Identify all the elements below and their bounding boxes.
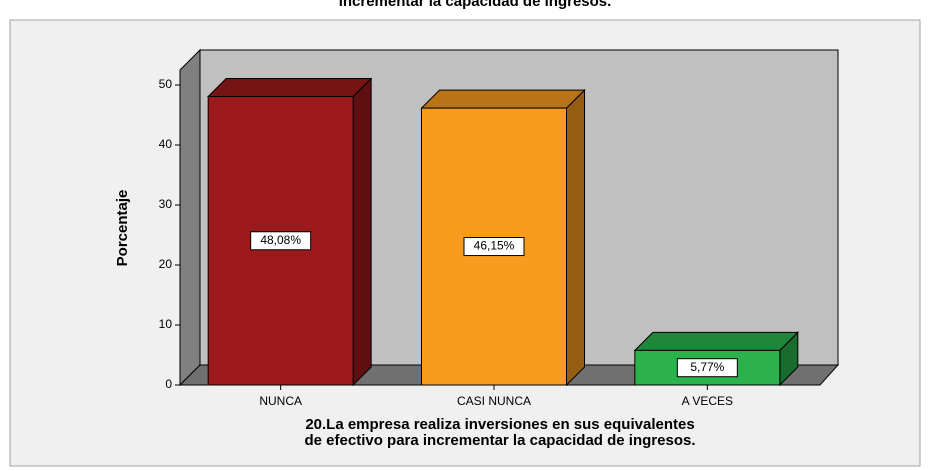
bar-side <box>352 77 372 387</box>
bar-side <box>566 88 585 387</box>
x-axis-label: 20.La empresa realiza inversiones en sus… <box>305 416 694 433</box>
bar-top <box>633 331 800 351</box>
y-tick-label: 10 <box>159 317 173 331</box>
y-axis-label: Porcentaje <box>114 190 131 267</box>
value-label: 48,08% <box>260 233 301 247</box>
bar-top <box>420 89 586 109</box>
x-axis-label: de efectivo para incrementar la capacida… <box>305 432 696 449</box>
y-tick-label: 40 <box>159 137 173 151</box>
x-tick-label: A VECES <box>682 394 733 408</box>
y-tick-label: 0 <box>165 377 172 391</box>
value-label-box <box>250 231 312 251</box>
y-tick-label: 50 <box>159 77 173 91</box>
y-tick-label: 30 <box>159 197 173 211</box>
value-label-box <box>463 237 525 257</box>
left-wall <box>179 48 201 387</box>
x-tick-label: CASI NUNCA <box>457 394 531 408</box>
chart-title: incrementar la capacidad de ingresos. <box>339 0 612 10</box>
bar-top <box>206 78 373 98</box>
value-label: 5,77% <box>690 360 724 374</box>
x-tick-label: NUNCA <box>259 394 302 408</box>
value-label: 46,15% <box>474 239 515 253</box>
y-tick-label: 20 <box>159 257 173 271</box>
value-label-box <box>676 358 738 378</box>
